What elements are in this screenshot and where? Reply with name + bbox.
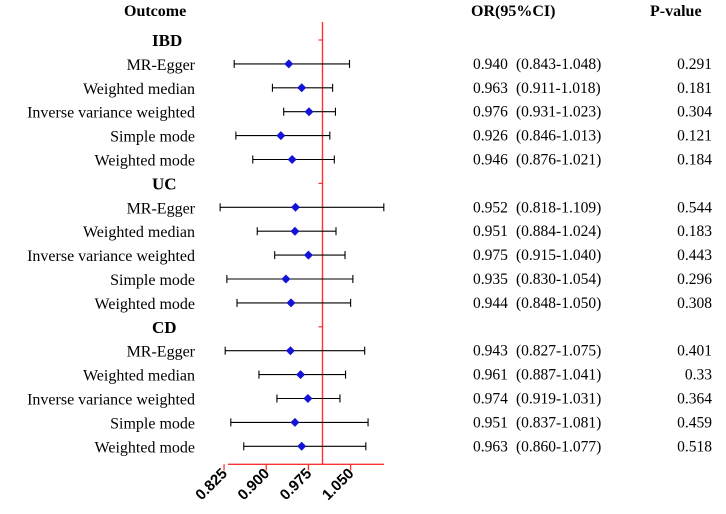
point-estimate [304, 107, 314, 117]
method-label: Inverse variance weighted [27, 392, 195, 409]
point-estimate [303, 394, 313, 403]
point-estimate [284, 59, 294, 69]
ci-value: (0.887-1.041) [516, 367, 601, 384]
p-value: 0.401 [677, 343, 712, 360]
method-label: MR-Egger [127, 344, 196, 361]
ci-value: (0.848-1.050) [516, 295, 601, 312]
point-estimate [303, 250, 313, 260]
point-estimate [290, 226, 300, 236]
ci-value: (0.876-1.021) [516, 152, 601, 169]
point-estimate [276, 131, 286, 141]
point-estimate [290, 417, 300, 427]
method-label: MR-Egger [127, 57, 196, 74]
point-estimate [297, 83, 307, 93]
ci-value: (0.860-1.077) [516, 438, 601, 455]
p-value: 0.33 [685, 367, 712, 384]
point-estimate [286, 298, 296, 308]
p-value: 0.443 [677, 247, 712, 264]
method-label: Simple mode [110, 129, 195, 146]
or-value: 0.975 [473, 247, 508, 264]
or-value: 0.963 [473, 438, 508, 455]
or-value: 0.926 [473, 128, 508, 145]
group-label-cd: CD [152, 318, 177, 337]
method-label: Weighted median [83, 368, 195, 385]
p-value: 0.184 [677, 152, 712, 169]
p-value: 0.544 [677, 199, 712, 216]
or-value: 0.952 [473, 199, 508, 216]
x-axis: 0.825 0.900 0.975 1.050 [192, 463, 384, 504]
point-estimate [287, 155, 297, 164]
x-tick-label: 0.900 [235, 465, 274, 504]
method-label: Weighted median [83, 81, 195, 98]
x-tick-label: 0.975 [277, 465, 316, 504]
x-tick-label: 1.050 [319, 465, 358, 504]
p-value-header: P-value [650, 3, 702, 20]
p-value: 0.296 [677, 271, 712, 288]
ci-value: (0.884-1.024) [516, 223, 601, 240]
point-estimate [281, 274, 291, 284]
method-label: Simple mode [110, 415, 195, 432]
point-estimate [296, 370, 306, 380]
ci-value: (0.818-1.109) [516, 199, 601, 216]
p-value: 0.364 [677, 391, 712, 408]
header-row: Outcome OR(95%CI) P-value [124, 3, 702, 20]
method-label: Weighted mode [95, 439, 195, 456]
p-value: 0.518 [677, 438, 712, 455]
ci-value: (0.911-1.018) [516, 80, 601, 97]
outcome-header: Outcome [124, 3, 186, 20]
or-value: 0.951 [473, 414, 508, 431]
group-label-uc: UC [152, 174, 177, 193]
or-value: 0.946 [473, 152, 508, 169]
p-value: 0.181 [677, 80, 712, 97]
method-label: Inverse variance weighted [27, 248, 195, 265]
ci-value: (0.915-1.040) [516, 247, 601, 264]
method-label: Inverse variance weighted [27, 105, 195, 122]
ci-value: (0.919-1.031) [516, 391, 601, 408]
ci-value: (0.837-1.081) [516, 414, 601, 431]
or-value: 0.976 [473, 104, 508, 121]
method-label: Simple mode [110, 272, 195, 289]
x-tick-label: 0.825 [192, 465, 231, 504]
table-rows: IBD MR-Egger 0.940 (0.843-1.048) 0.291 Weight… [27, 31, 712, 456]
point-estimate [285, 346, 295, 356]
ci-value: (0.843-1.048) [516, 56, 601, 73]
method-label: Weighted mode [95, 296, 195, 313]
method-label: Weighted median [83, 224, 195, 241]
point-estimate [297, 441, 307, 451]
ci-value: (0.846-1.013) [516, 128, 601, 145]
p-value: 0.308 [677, 295, 712, 312]
plot-area [219, 22, 385, 465]
or-value: 0.940 [473, 56, 508, 73]
or-value: 0.943 [473, 343, 508, 360]
or-value: 0.961 [473, 367, 508, 384]
point-estimate [291, 202, 300, 212]
p-value: 0.304 [677, 104, 712, 121]
p-value: 0.459 [677, 414, 712, 431]
method-label: Weighted mode [95, 153, 195, 170]
method-label: MR-Egger [127, 200, 196, 217]
or-ci-header: OR(95%CI) [471, 3, 555, 20]
or-value: 0.935 [473, 271, 508, 288]
p-value: 0.291 [677, 56, 712, 73]
or-value: 0.944 [473, 295, 508, 312]
ci-value: (0.827-1.075) [516, 343, 601, 360]
ci-value: (0.830-1.054) [516, 271, 601, 288]
or-value: 0.951 [473, 223, 508, 240]
or-value: 0.974 [473, 391, 508, 408]
ci-value: (0.931-1.023) [516, 104, 601, 121]
p-value: 0.121 [677, 128, 712, 145]
or-value: 0.963 [473, 80, 508, 97]
p-value: 0.183 [677, 223, 712, 240]
group-label-ibd: IBD [152, 31, 182, 50]
